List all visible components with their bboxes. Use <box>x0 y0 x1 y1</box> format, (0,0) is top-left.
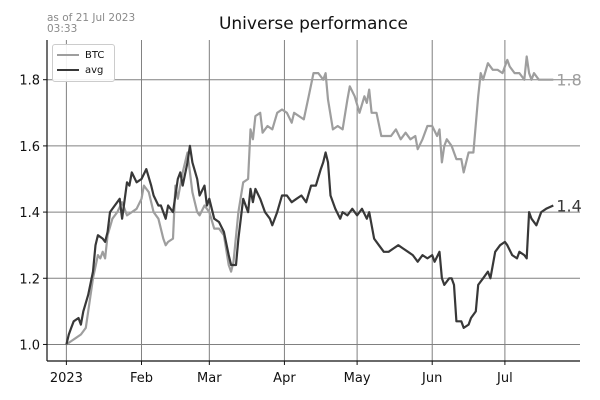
legend-item-avg: avg <box>57 63 103 77</box>
series-line-avg <box>65 144 554 345</box>
tick-labels: 1.0 1.2 1.4 1.6 1.8 2023 Feb Mar Apr May Jun Jul 1.8… <box>19 71 581 386</box>
x-tick-label: Feb <box>130 371 153 386</box>
y-tick-label: 1.8 <box>19 74 40 89</box>
legend-label-avg: avg <box>85 64 104 76</box>
legend-item-btc: BTC <box>57 48 104 62</box>
end-label-btc: 1.8 <box>556 71 581 90</box>
x-tick-label: May <box>344 371 371 386</box>
y-tick-label: 1.0 <box>19 338 40 353</box>
x-tick-label: Apr <box>273 371 296 386</box>
y-tick-label: 1.6 <box>19 140 40 155</box>
legend-swatch-btc <box>57 54 79 56</box>
chart-title: Universe performance <box>218 14 409 34</box>
x-tick-label: Jul <box>496 371 513 386</box>
legend-label-btc: BTC <box>85 49 105 61</box>
x-tick-label: 2023 <box>50 371 83 386</box>
x-tick-label: Jun <box>421 371 442 386</box>
timestamp-label: as of 21 Jul 2023 03:33 <box>47 12 136 35</box>
series-line-btc <box>65 55 554 346</box>
axes <box>43 40 580 365</box>
legend-swatch-avg <box>57 69 79 71</box>
series-lines <box>65 55 554 346</box>
y-tick-label: 1.4 <box>19 206 40 221</box>
x-tick-label: Mar <box>197 371 222 386</box>
end-label-avg: 1.4 <box>556 196 581 215</box>
grid-lines <box>47 40 580 361</box>
y-tick-label: 1.2 <box>19 272 40 287</box>
chart-legend: BTC avg <box>52 44 115 82</box>
